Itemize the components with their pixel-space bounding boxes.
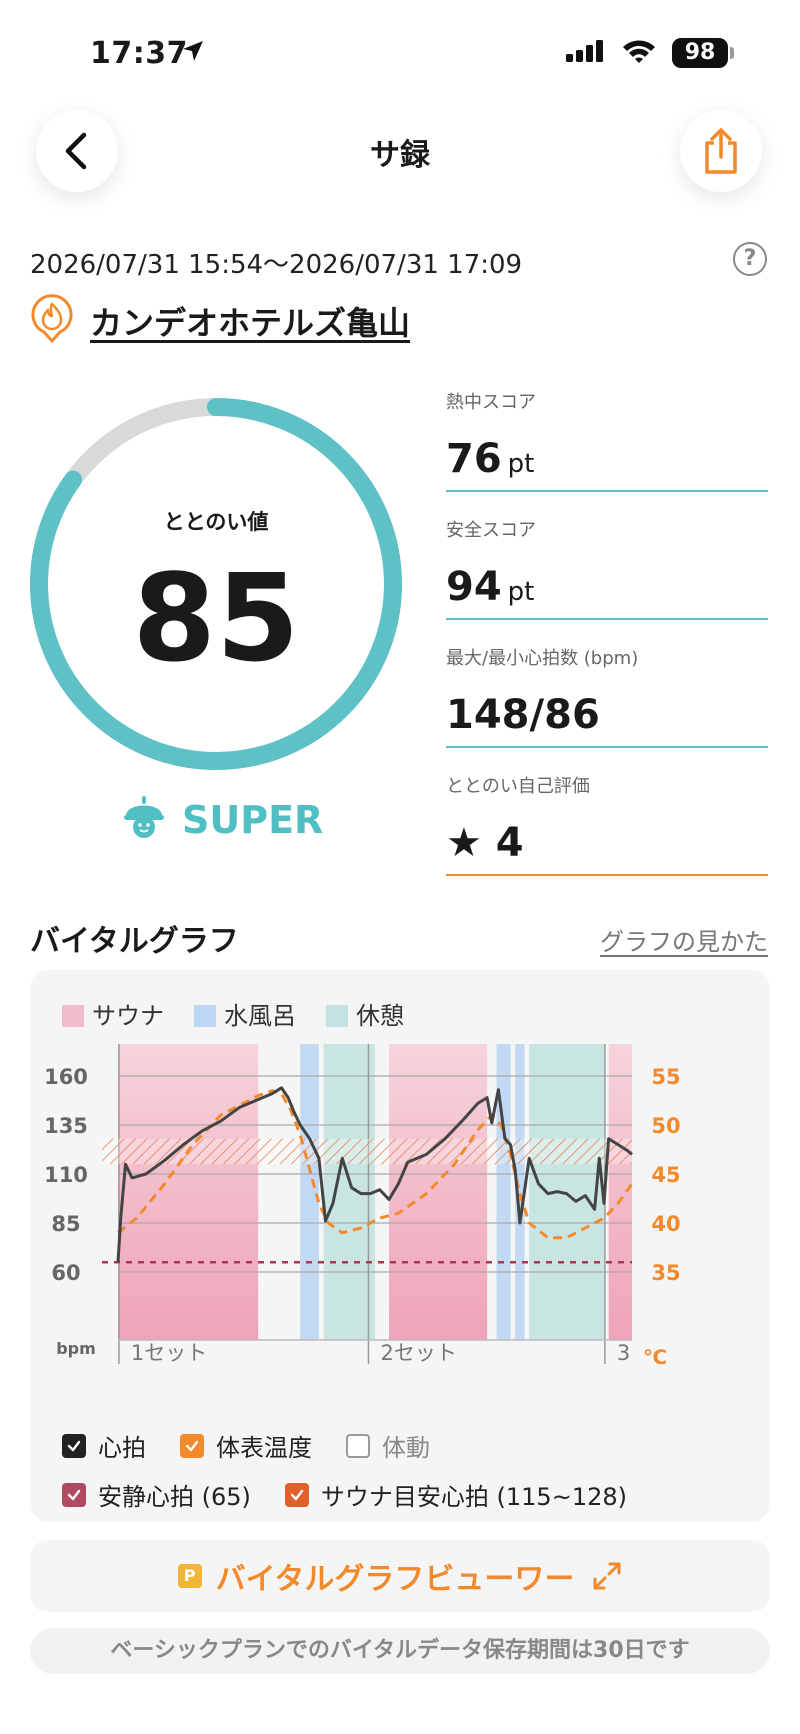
wifi-icon [623,40,655,63]
metric-underline [446,618,768,620]
viewer-button-label: バイタルグラフビューワー [215,1562,575,1597]
legend-rest: 休憩 [326,996,404,1031]
y2-tick-label: 50 [651,1114,680,1138]
vital-chart[interactable]: 160 135 110 85 60 55 50 45 40 35 bpm ℃ 1セット 2セット 3 [30,1040,770,1420]
legend-swatch [194,1005,216,1027]
battery-tip [730,47,734,59]
metric-label: 最大/最小心拍数 (bpm) [446,648,639,669]
phase-sauna [608,1044,632,1340]
phase-cold [300,1044,319,1340]
page-title: サ録 [370,138,430,173]
y-axis-unit: bpm [56,1339,96,1358]
metric-label: ととのい自己評価 [446,776,590,797]
status-bar: 17:37 98 [0,0,800,100]
graph-guide-link[interactable]: グラフの見かた [600,928,768,956]
retention-notice: ベーシックプランでのバイタルデータ保存期間は30日です [30,1628,770,1674]
facility-link[interactable]: カンデオホテルズ亀山 [90,304,411,342]
clock: 17:37 [90,36,188,71]
metric-value: 76 pt [446,436,535,482]
session-date-range: 2026/07/31 15:54～2026/07/31 17:09 [30,250,523,280]
set-label: 1セット [131,1341,207,1365]
toggle-heart-rate[interactable]: 心拍 [62,1428,146,1463]
phase-legend: サウナ 水風呂 休憩 [62,996,404,1031]
metric-safety-score: 安全スコア 94 pt [446,516,768,620]
toggle-body-motion[interactable]: 体動 [346,1428,430,1463]
metric-value: 94 pt [446,564,535,610]
metric-underline [446,490,768,492]
series-toggles: 心拍 体表温度 体動 安静心拍 (65) サウナ目安心拍 (115~128) [62,1428,627,1526]
legend-swatch [326,1005,348,1027]
grade-label: SUPER [182,798,324,842]
sauna-facility-icon [31,294,73,343]
back-button[interactable] [36,110,118,192]
y-tick-label: 110 [44,1163,88,1187]
score-value: 85 [132,550,300,689]
metric-value: ★ 4 [446,820,524,866]
vital-graph-title: バイタルグラフ [30,924,239,959]
toggle-skin-temp[interactable]: 体表温度 [180,1428,312,1463]
chevron-left-icon [65,132,87,170]
set-label: 3 [617,1341,630,1365]
skin-temp-line [117,1089,634,1240]
y-tick-label: 85 [51,1212,80,1236]
phase-sauna [389,1044,488,1340]
score-ring-progress [30,398,402,770]
legend-cold-bath: 水風呂 [194,996,296,1031]
vital-graph-card: サウナ 水風呂 休憩 160 135 110 85 60 55 50 45 40 35 bpm ℃ 1セ… [30,970,770,1522]
toggle-resting-hr[interactable]: 安静心拍 (65) [62,1477,251,1512]
metric-underline [446,746,768,748]
y2-tick-label: 45 [651,1163,680,1187]
legend-sauna: サウナ [62,996,164,1031]
expand-icon [593,1562,621,1590]
target-hr-band [102,1138,632,1165]
phase-sauna [118,1044,259,1340]
grade-mascot-icon [124,796,164,838]
toggle-target-hr[interactable]: サウナ目安心拍 (115~128) [284,1477,627,1512]
vital-graph-viewer-button[interactable]: P バイタルグラフビューワー [30,1540,770,1612]
cellular-signal-icon [566,40,603,62]
score-ring [30,398,402,770]
phase-rest [323,1044,375,1340]
battery-level: 98 [672,38,728,68]
phase-cold [496,1044,511,1340]
help-icon[interactable]: ? [733,242,767,276]
metric-underline [446,874,768,876]
set-label: 2セット [380,1341,456,1365]
metric-self-rating[interactable]: ととのい自己評価 ★ 4 [446,772,768,876]
premium-badge-icon: P [177,1564,202,1588]
share-icon [705,128,737,174]
legend-swatch [62,1005,84,1027]
y2-tick-label: 40 [651,1212,680,1236]
metric-label: 熱中スコア [446,392,536,413]
y2-tick-label: 35 [651,1261,680,1285]
share-button[interactable] [680,110,762,192]
metric-heat-score: 熱中スコア 76 pt [446,388,768,492]
metric-label: 安全スコア [446,520,536,541]
score-label: ととのい値 [163,510,269,534]
y2-axis-unit: ℃ [643,1345,667,1369]
phase-rest [529,1044,604,1340]
metric-heart-rate: 最大/最小心拍数 (bpm) 148/86 [446,644,768,748]
location-arrow-icon [183,41,203,61]
y-tick-label: 60 [51,1261,80,1285]
y-tick-label: 160 [44,1065,88,1089]
y2-tick-label: 55 [651,1065,680,1089]
y-tick-label: 135 [44,1114,88,1138]
metric-value: 148/86 [446,692,600,738]
heart-rate-line [116,1086,633,1263]
phase-cold [515,1044,525,1340]
